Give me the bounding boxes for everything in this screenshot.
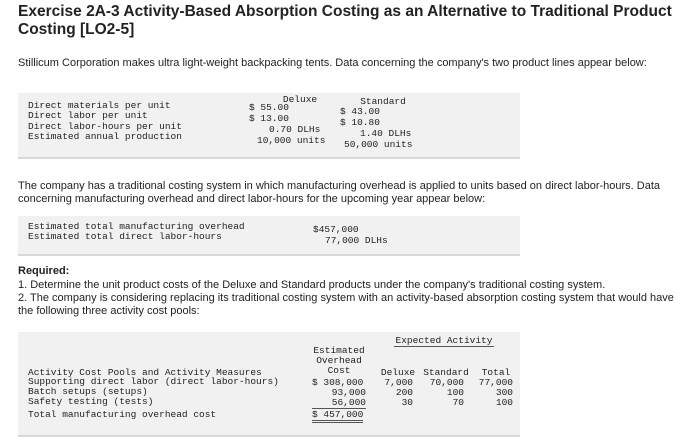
overhead-text: The company has a traditional costing sy… <box>18 180 661 205</box>
required-item: 2. The company is considering replacing … <box>18 292 674 317</box>
row-label: Direct labor per unit <box>28 110 148 121</box>
column-header: Estimated Overhead Cost <box>313 345 365 376</box>
cell: 10,000 units <box>257 135 326 146</box>
required-item: 1. Determine the unit product costs of t… <box>18 279 606 291</box>
cell: $ 457,000 <box>312 410 364 423</box>
row-header: Activity Cost Pools and Activity Measure… <box>28 367 262 378</box>
cell: 100 <box>495 397 513 408</box>
column-header: Deluxe <box>282 94 318 105</box>
cell: $ 13.00 <box>249 113 289 124</box>
column-header: Deluxe <box>380 367 416 378</box>
cell: 7,000 <box>384 377 413 388</box>
cell: $ 43.00 <box>340 106 380 117</box>
row-label: Direct labor-hours per unit <box>28 121 182 132</box>
row-label: Safety testing (tests) <box>28 396 154 407</box>
cell: $ 308,000 <box>312 377 364 388</box>
cell: 50,000 units <box>344 139 413 150</box>
column-header: Standard <box>423 367 469 378</box>
overhead-table: Estimated total manufacturing overhead $… <box>18 216 520 256</box>
row-label: Estimated annual production <box>28 131 182 142</box>
cell: 200 <box>395 387 413 398</box>
row-label: Direct materials per unit <box>28 100 171 111</box>
row-label: Estimated total direct labor-hours <box>28 231 222 242</box>
row-label: Batch setups (setups) <box>28 386 148 397</box>
cell: 56,000 <box>312 398 366 409</box>
cell: 30 <box>401 397 413 408</box>
required-label: Required: <box>18 265 70 277</box>
row-label: Estimated total manufacturing overhead <box>28 221 245 232</box>
row-label: Total manufacturing overhead cost <box>28 409 217 420</box>
cell: 70 <box>452 397 464 408</box>
row-label: Supporting direct labor (direct labor-ho… <box>28 376 279 387</box>
exercise-title: Exercise 2A-3 Activity-Based Absorption … <box>18 3 672 38</box>
cell: 93,000 <box>331 387 366 398</box>
column-header: Standard <box>360 96 406 107</box>
cell: 77,000 <box>478 377 513 388</box>
column-header: Total <box>481 367 511 378</box>
intro-text: Stillicum Corporation makes ultra light-… <box>18 57 647 69</box>
cell: 0.70 DLHs <box>269 124 321 135</box>
cell: 77,000 DLHs <box>325 235 388 246</box>
group-header: Expected Activity <box>394 335 494 347</box>
activity-table: Expected Activity Estimated Overhead Cos… <box>18 332 520 437</box>
cell: $457,000 <box>313 224 359 235</box>
cell: $ 10.80 <box>340 117 380 128</box>
cell: 1.40 DLHs <box>360 128 412 139</box>
cell: 300 <box>495 387 513 398</box>
cell: 70,000 <box>429 377 464 388</box>
cell: $ 55.00 <box>249 102 289 113</box>
cell: 100 <box>446 387 464 398</box>
product-table: Deluxe Standard Direct materials per uni… <box>18 93 520 159</box>
